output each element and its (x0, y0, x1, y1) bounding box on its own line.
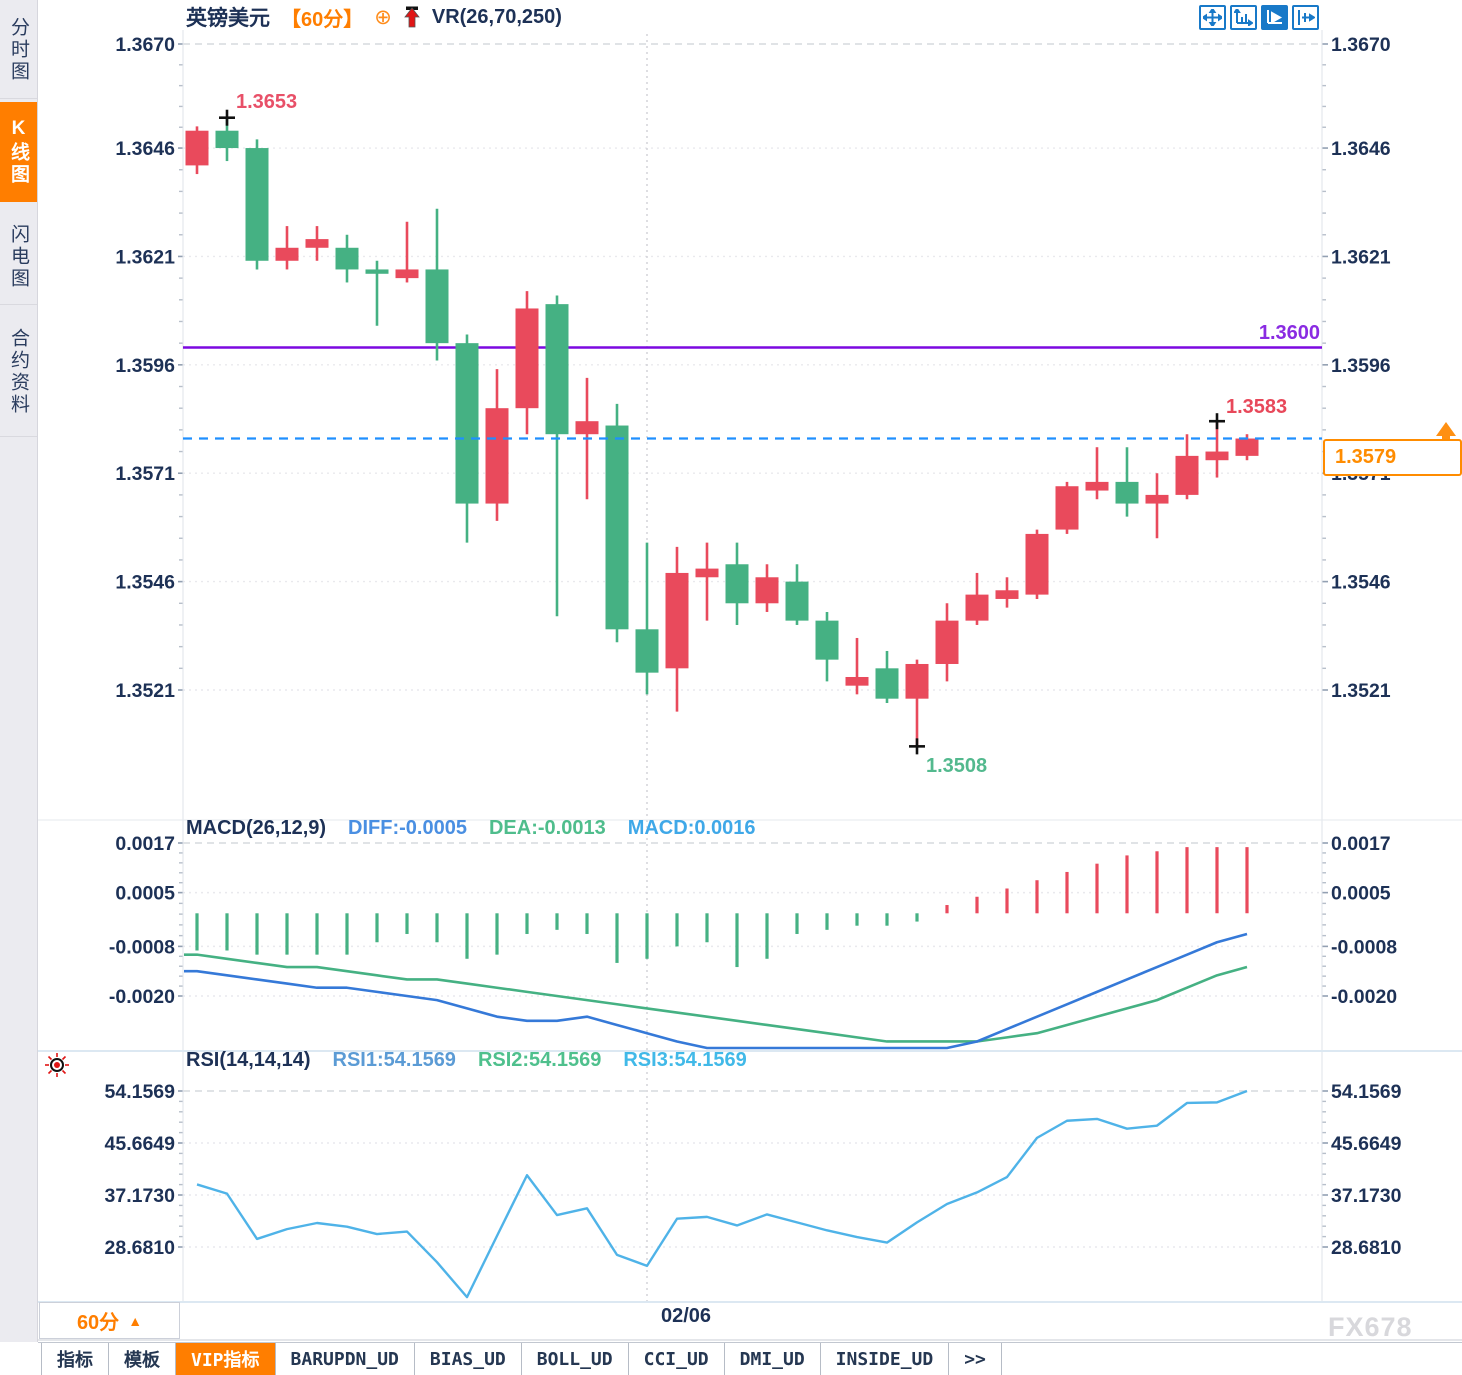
svg-text:54.1569: 54.1569 (1331, 1081, 1402, 1103)
svg-text:37.1730: 37.1730 (105, 1185, 176, 1207)
svg-text:54.1569: 54.1569 (105, 1081, 176, 1103)
svg-text:28.6810: 28.6810 (105, 1237, 176, 1259)
sidebar-tab-1[interactable]: 分时图 (0, 2, 37, 99)
red-up-arrow-icon (403, 5, 421, 29)
macd-hist-value: MACD:0.0016 (627, 817, 756, 839)
rsi2-value: RSI2:54.1569 (477, 1049, 602, 1071)
svg-text:1.3521: 1.3521 (115, 680, 175, 702)
svg-text:1.3596: 1.3596 (1331, 355, 1391, 377)
axis-scale-icon[interactable] (1230, 5, 1257, 30)
svg-text:37.1730: 37.1730 (1331, 1185, 1402, 1207)
bottom-tab-bar: 指标 模板 VIP指标 BARUPDN_UD BIAS_UD BOLL_UD CCI_UD D… (38, 1342, 1462, 1375)
move-crosshair-icon[interactable] (1199, 5, 1226, 30)
svg-text:45.6649: 45.6649 (1331, 1133, 1402, 1155)
bottom-tab-5[interactable]: BIAS_UD (415, 1343, 522, 1375)
svg-text:28.6810: 28.6810 (1331, 1237, 1402, 1259)
svg-text:1.3646: 1.3646 (115, 138, 175, 160)
hline-price-label: 1.3600 (1258, 322, 1320, 344)
svg-text:-0.0020: -0.0020 (109, 986, 175, 1008)
sidebar-tab-2[interactable]: K线图 (0, 102, 37, 202)
svg-text:1.3670: 1.3670 (115, 34, 175, 56)
left-sidebar: 分时图 K线图闪电图 合约资料 (0, 0, 38, 1342)
svg-text:1.3621: 1.3621 (1331, 246, 1391, 268)
svg-text:-0.0020: -0.0020 (1331, 986, 1397, 1008)
circle-plus-icon[interactable]: ⊕ (374, 5, 392, 29)
rsi-title: RSI(14,14,14) (186, 1049, 311, 1071)
bottom-tab-6[interactable]: BOLL_UD (522, 1343, 629, 1375)
symbol-title: 英镑美元 (186, 7, 270, 30)
svg-text:0.0005: 0.0005 (115, 883, 175, 905)
svg-text:0.0005: 0.0005 (1331, 883, 1391, 905)
target-icon[interactable] (44, 1052, 70, 1083)
watermark: FX678 (1328, 1312, 1413, 1342)
svg-text:-0.0008: -0.0008 (1331, 936, 1397, 958)
sidebar-tab-4[interactable]: 合约资料 (0, 308, 37, 437)
rsi1-value: RSI1:54.1569 (332, 1049, 456, 1071)
bottom-tab-9[interactable]: INSIDE_UD (821, 1343, 950, 1375)
bottom-tab-10[interactable]: >> (949, 1343, 1002, 1375)
svg-text:1.3571: 1.3571 (115, 463, 175, 485)
bottom-tab-8[interactable]: DMI_UD (725, 1343, 821, 1375)
svg-text:0.0017: 0.0017 (115, 833, 175, 855)
macd-title: MACD(26,12,9) (186, 817, 327, 839)
period-selector-button[interactable]: 60分 ▲ (39, 1302, 180, 1339)
macd-diff-value: DIFF:-0.0005 (348, 817, 467, 839)
svg-text:45.6649: 45.6649 (105, 1133, 176, 1155)
macd-header: MACD(26,12,9) DIFF:-0.0005 DEA:-0.0013 M… (186, 817, 756, 840)
swing-high-label: 1.3653 (236, 91, 298, 113)
triangle-up-icon: ▲ (128, 1312, 143, 1329)
swing-low-label: 1.3508 (926, 755, 988, 777)
chart-header: 英镑美元 【60分】 ⊕ VR(26,70,250) (186, 2, 562, 32)
axis-pointer-icon[interactable] (1261, 5, 1288, 30)
svg-text:1.3546: 1.3546 (115, 572, 175, 594)
axis-shift-icon[interactable] (1292, 5, 1319, 30)
macd-dea-value: DEA:-0.0013 (488, 817, 606, 839)
svg-text:-0.0008: -0.0008 (109, 936, 175, 958)
svg-text:1.3646: 1.3646 (1331, 138, 1391, 160)
bottom-tab-1[interactable]: 指标 (41, 1343, 109, 1375)
indicator-vr-label: VR(26,70,250) (431, 5, 562, 28)
svg-text:0.0017: 0.0017 (1331, 833, 1391, 855)
bottom-tab-2[interactable]: 模板 (109, 1343, 176, 1375)
period-selector-label: 60分 (76, 1312, 120, 1334)
svg-text:1.3596: 1.3596 (115, 355, 175, 377)
period-label: 【60分】 (281, 8, 364, 31)
last-price-box: 1.3579 (1323, 439, 1462, 476)
sidebar-tab-3[interactable]: 闪电图 (0, 210, 37, 305)
recent-high-label: 1.3583 (1226, 396, 1288, 418)
svg-text:1.3521: 1.3521 (1331, 680, 1391, 702)
svg-text:1.3670: 1.3670 (1331, 34, 1391, 56)
bottom-tab-3[interactable]: VIP指标 (176, 1343, 276, 1375)
svg-text:1.3621: 1.3621 (115, 246, 175, 268)
chart-toolbar (1199, 5, 1319, 30)
rsi-header: RSI(14,14,14) RSI1:54.1569 RSI2:54.1569 … (186, 1049, 747, 1072)
rsi3-value: RSI3:54.1569 (623, 1049, 747, 1071)
x-axis-date-label: 02/06 (660, 1305, 712, 1327)
bottom-tab-4[interactable]: BARUPDN_UD (276, 1343, 415, 1375)
bottom-tab-7[interactable]: CCI_UD (629, 1343, 725, 1375)
svg-text:1.3546: 1.3546 (1331, 572, 1391, 594)
